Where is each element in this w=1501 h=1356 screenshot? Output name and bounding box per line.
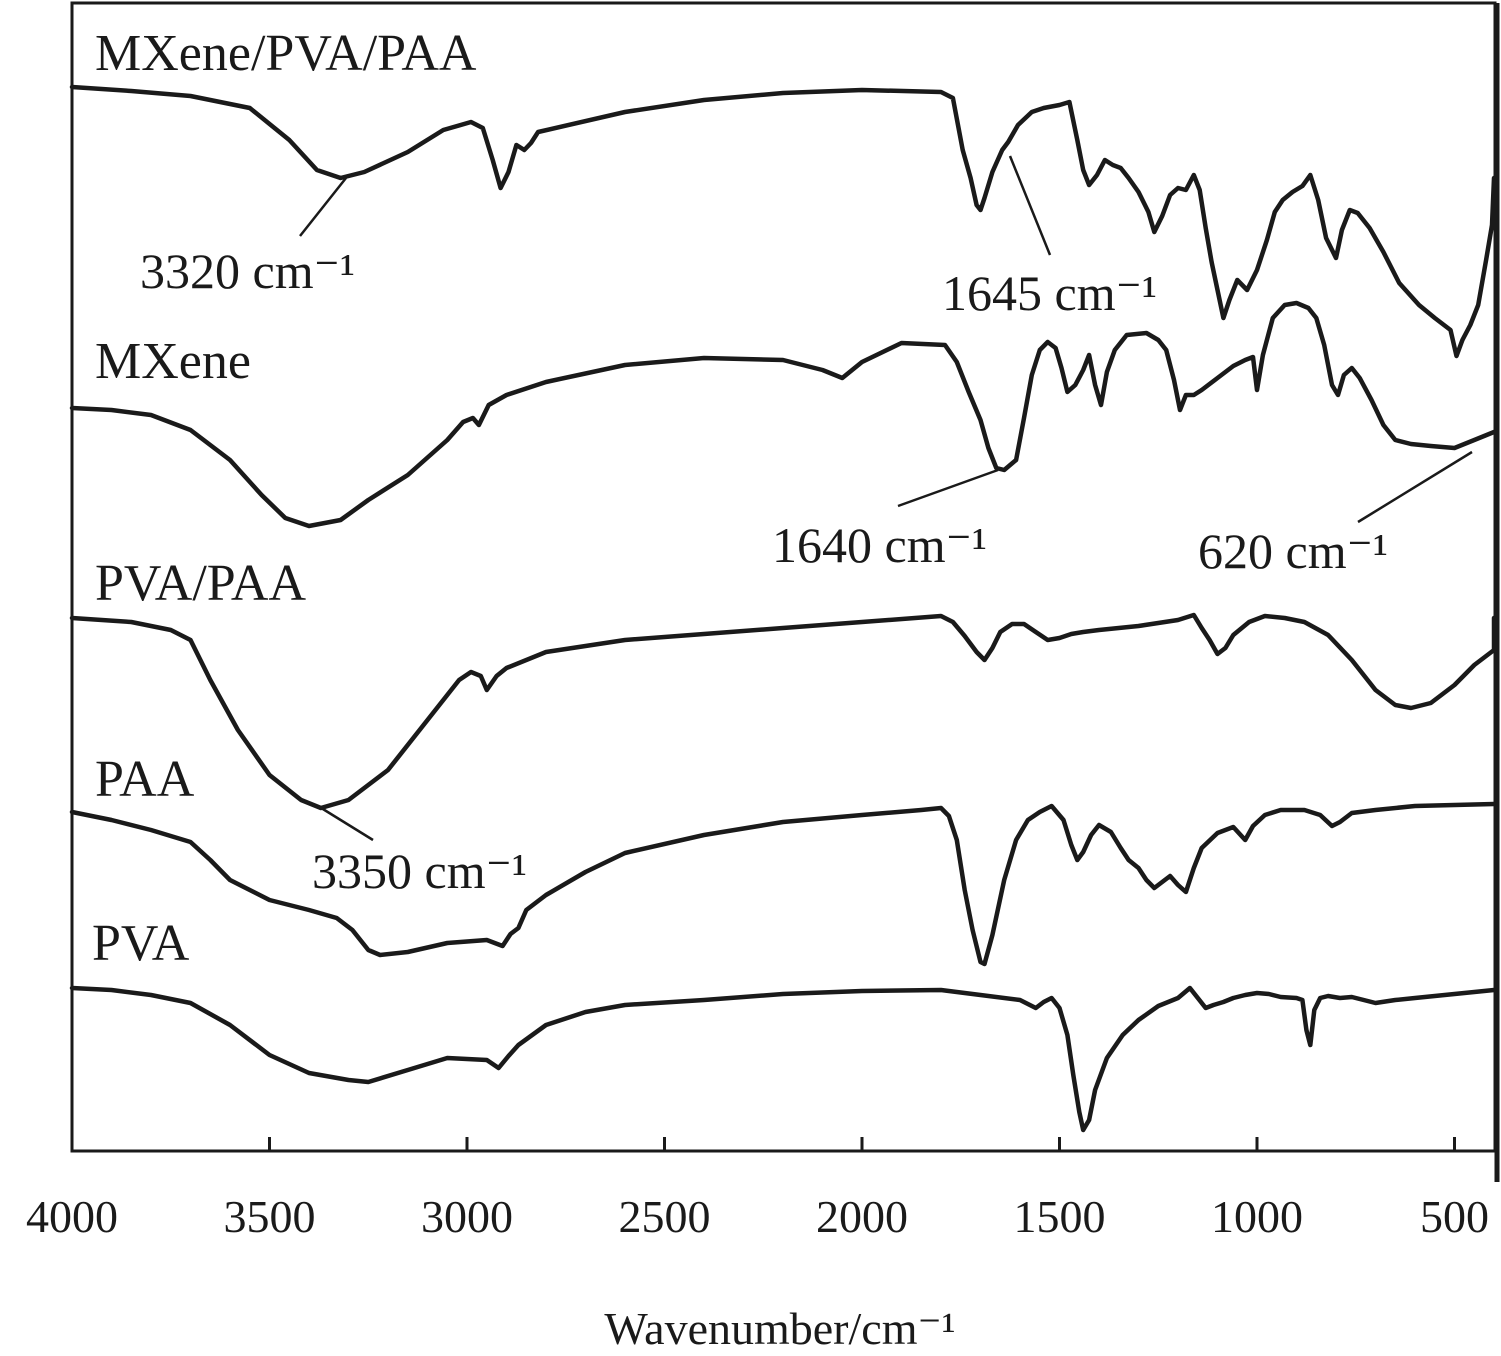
leader-line-3: [1357, 450, 1473, 524]
annotation-leaders: [299, 155, 1473, 842]
spectrum-line-mxene: [69, 300, 1497, 529]
annotation-1645: 1645 cm⁻¹: [942, 265, 1157, 321]
series-label-mxene: MXene: [95, 333, 251, 390]
x-axis-ticks: 4000 3500 3000 2500 2000 1500 1000 500: [26, 1137, 1489, 1242]
x-tick-label-1000: 1000: [1211, 1191, 1303, 1242]
annotation-3320: 3320 cm⁻¹: [140, 243, 355, 299]
annotation-620: 620 cm⁻¹: [1198, 523, 1388, 579]
spectrum-line-pva-paa: [69, 612, 1497, 811]
x-tick-label-4000: 4000: [26, 1191, 118, 1242]
series-label-pva-paa: PVA/PAA: [95, 555, 306, 612]
leader-line-0: [299, 177, 347, 237]
leader-line-1: [1008, 155, 1052, 256]
x-tick-label-500: 500: [1420, 1191, 1489, 1242]
x-tick-label-1500: 1500: [1014, 1191, 1106, 1242]
annotation-3350: 3350 cm⁻¹: [312, 843, 527, 899]
series-label-pva: PVA: [92, 915, 190, 972]
leader-line-4: [317, 804, 374, 842]
series-label-mxene-pva-paa: MXene/PVA/PAA: [95, 25, 477, 82]
x-axis-title: Wavenumber/cm⁻¹: [604, 1303, 955, 1354]
x-tick-label-2000: 2000: [816, 1191, 908, 1242]
spectrum-line-pva: [69, 985, 1497, 1133]
leader-line-2: [897, 468, 999, 508]
spectra-curves: [69, 84, 1497, 1133]
spectrum-line-paa: [69, 801, 1497, 967]
x-tick-label-3500: 3500: [224, 1191, 316, 1242]
x-tick-label-3000: 3000: [421, 1191, 513, 1242]
annotation-1640: 1640 cm⁻¹: [772, 517, 987, 573]
spectrum-line-mxene-pva-paa: [69, 84, 1497, 359]
x-tick-label-2500: 2500: [619, 1191, 711, 1242]
series-label-paa: PAA: [95, 751, 195, 808]
